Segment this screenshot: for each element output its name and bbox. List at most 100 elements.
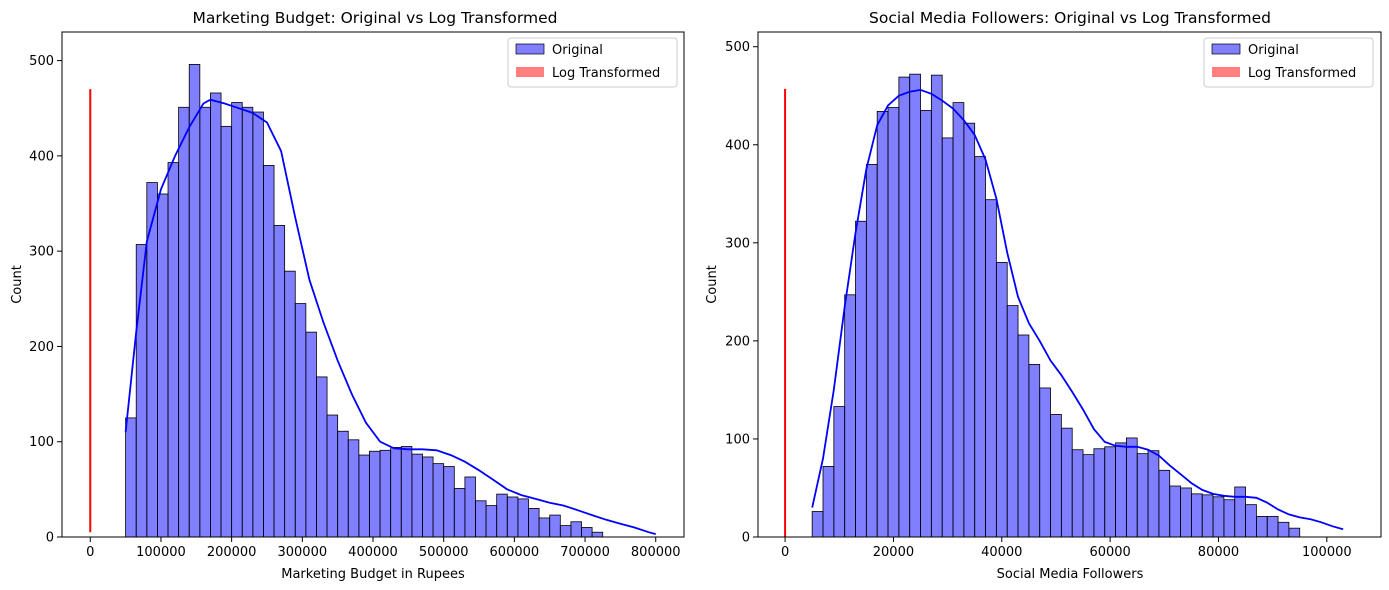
x-ticks: 0 20000 40000 60000 80000 100000 (781, 537, 1352, 560)
histogram-bar (1201, 494, 1214, 538)
histogram-bar (822, 465, 835, 538)
x-tick-label: 600000 (490, 545, 540, 560)
histogram-bar (443, 466, 455, 538)
histogram-bar (252, 111, 264, 538)
x-tick-label: 700000 (560, 545, 610, 560)
histogram-bar (464, 476, 476, 538)
histogram-bar (432, 463, 445, 538)
y-tick-label: 300 (725, 236, 750, 251)
histogram-bar (422, 456, 434, 538)
legend-frame (507, 37, 678, 88)
y-tick-label: 400 (29, 149, 54, 164)
y-axis-label: Count (10, 265, 25, 304)
legend: Original Log Transformed (1203, 37, 1374, 88)
histogram-bar (506, 496, 519, 538)
legend-label-log: Log Transformed (552, 66, 660, 81)
kde-line (811, 88, 1344, 531)
histogram-bar (167, 162, 180, 538)
histogram-bar (1180, 487, 1192, 538)
histogram-bar (974, 156, 986, 538)
histogram-bar (496, 493, 508, 538)
histogram-bar (316, 376, 328, 538)
histogram-bar (1050, 414, 1062, 538)
histogram-bar (581, 527, 593, 538)
histogram-bar (517, 498, 529, 538)
histogram-bar (210, 92, 222, 538)
histogram-bar (241, 106, 254, 538)
x-ticks: 0 100000 200000 300000 400000 500000 600000 700… (86, 537, 681, 560)
y-ticks: 0 100 200 300 400 500 (725, 40, 758, 546)
histogram-bar (1169, 485, 1181, 538)
legend-label-original: Original (552, 43, 603, 58)
y-ticks: 0 100 200 300 400 500 (29, 54, 62, 546)
bars-group (125, 63, 604, 538)
y-tick-label: 100 (29, 435, 54, 450)
kde-group (124, 98, 656, 535)
histogram-bar (1288, 527, 1301, 538)
histogram-bar (400, 446, 413, 538)
legend-swatch-log (516, 67, 544, 77)
histogram-bar (549, 514, 561, 538)
histogram-bar (125, 417, 137, 538)
y-tick-label: 100 (725, 432, 750, 447)
x-tick-label: 60000 (1089, 545, 1130, 560)
chart-title: Marketing Budget: Original vs Log Transf… (193, 9, 558, 27)
histogram-bar (305, 331, 317, 538)
histogram-bar (985, 199, 997, 538)
histogram-bar (1028, 364, 1041, 538)
chart-title: Social Media Followers: Original vs Log … (869, 9, 1271, 27)
y-tick-label: 200 (29, 340, 54, 355)
x-axis-label: Marketing Budget in Rupees (281, 567, 465, 582)
y-axis-label: Count (705, 265, 720, 304)
histogram-bar (887, 107, 900, 538)
legend-swatch-original (515, 43, 545, 55)
histogram-bar (199, 106, 211, 538)
histogram-bar (1212, 496, 1225, 538)
legend-swatch-log (1212, 67, 1240, 77)
kde-line (124, 98, 656, 535)
histogram-bar (833, 406, 846, 538)
legend-frame (1203, 37, 1374, 88)
histogram-bar (1060, 427, 1073, 538)
histogram-bar (284, 270, 296, 538)
histogram-bar (475, 500, 487, 538)
histogram-bar (1115, 442, 1127, 538)
x-tick-label: 0 (781, 545, 789, 560)
x-tick-label: 100000 (136, 545, 186, 560)
histogram-bar (1125, 437, 1138, 538)
x-axis-label: Social Media Followers (997, 567, 1144, 582)
kde-group (811, 88, 1344, 531)
x-tick-label: 100000 (1302, 545, 1352, 560)
plot-frame (757, 31, 1382, 538)
x-tick-label: 20000 (873, 545, 914, 560)
histogram-bar (157, 193, 169, 538)
legend-label-log: Log Transformed (1248, 66, 1356, 81)
x-tick-label: 800000 (631, 545, 681, 560)
histogram-bar (865, 163, 878, 538)
histogram-bar (1017, 334, 1030, 538)
histogram-bar (263, 164, 275, 538)
histogram-bar (1190, 493, 1203, 538)
histogram-bar (570, 521, 582, 538)
x-tick-label: 300000 (277, 545, 327, 560)
histogram-bar (1147, 450, 1160, 538)
y-tick-label: 200 (725, 334, 750, 349)
histogram-bar (273, 225, 286, 538)
histogram-bar (1136, 453, 1149, 538)
histogram-bar (1245, 504, 1257, 538)
histogram-bar (1223, 499, 1236, 538)
histogram-bar (855, 220, 867, 538)
histogram-bar (220, 125, 233, 538)
histogram-bar (952, 102, 965, 538)
histogram-bar (1158, 469, 1171, 538)
histogram-bar (963, 122, 976, 538)
x-tick-label: 200000 (207, 545, 257, 560)
histogram-bar (1104, 446, 1116, 538)
histogram-bar (1039, 387, 1051, 538)
histogram-bar (178, 106, 190, 538)
histogram-bar (294, 303, 307, 538)
histogram-bar (337, 430, 349, 538)
histogram-bar (941, 137, 954, 538)
histogram-bar (326, 414, 339, 538)
